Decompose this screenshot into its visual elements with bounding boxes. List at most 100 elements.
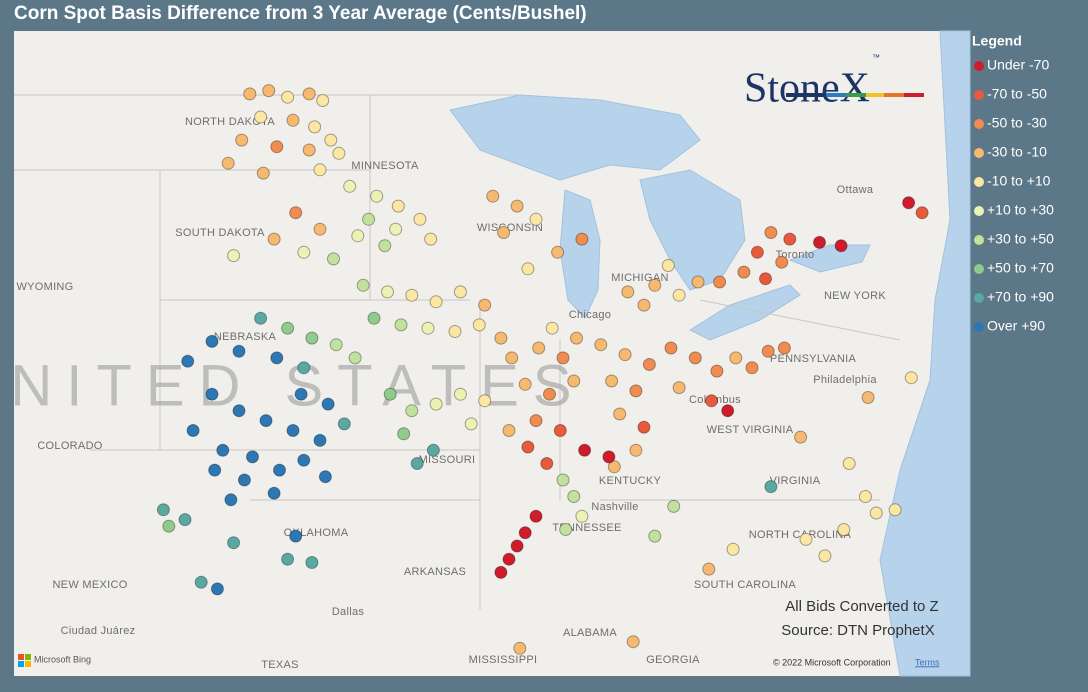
borders xyxy=(14,94,901,610)
bid-point xyxy=(575,232,589,246)
bid-point xyxy=(254,110,268,124)
bid-point xyxy=(661,259,675,272)
bid-point xyxy=(904,371,918,385)
bid-point xyxy=(424,232,438,246)
bid-point xyxy=(521,262,535,276)
legend-label: +30 to +50 xyxy=(987,231,1054,247)
bid-point xyxy=(297,361,311,375)
place-label: MISSOURI xyxy=(419,454,476,466)
bid-point xyxy=(518,526,532,540)
bid-point xyxy=(777,341,791,355)
bid-point xyxy=(505,351,519,365)
bid-point xyxy=(775,255,789,269)
place-label: Dallas xyxy=(332,606,365,618)
bid-point xyxy=(570,331,583,345)
bid-point xyxy=(556,351,570,365)
bid-point xyxy=(759,272,772,286)
bid-point xyxy=(702,562,716,576)
bid-point xyxy=(205,334,219,348)
bid-point xyxy=(194,575,208,589)
bid-point xyxy=(262,84,276,98)
bid-point xyxy=(613,407,627,421)
bid-point xyxy=(273,463,286,477)
bid-point xyxy=(626,635,640,649)
bid-point xyxy=(186,424,200,437)
bid-point xyxy=(837,523,851,536)
bid-point xyxy=(510,199,524,213)
bid-point xyxy=(356,278,370,292)
legend-swatch xyxy=(974,264,984,274)
bid-point xyxy=(259,414,273,428)
bid-point xyxy=(324,133,338,147)
terms-link[interactable]: Terms xyxy=(915,657,940,667)
legend-label: +10 to +30 xyxy=(987,202,1054,218)
bid-point xyxy=(478,394,492,408)
bid-point xyxy=(869,506,883,520)
bid-point xyxy=(410,457,424,470)
bid-point xyxy=(318,470,332,484)
bid-point xyxy=(367,311,381,325)
legend-swatch xyxy=(974,119,984,129)
bid-point xyxy=(383,387,397,401)
legend-label: +50 to +70 xyxy=(987,260,1054,276)
legend-swatch xyxy=(974,322,984,332)
bid-point xyxy=(915,206,929,220)
bid-point xyxy=(705,394,718,408)
bid-point xyxy=(518,377,532,391)
copyright: © 2022 Microsoft Corporation xyxy=(773,657,891,667)
bid-point xyxy=(502,552,516,566)
bid-point xyxy=(156,503,170,517)
bid-point xyxy=(332,146,346,160)
place-label: WISCONSIN xyxy=(477,222,543,234)
bid-point xyxy=(453,285,467,299)
bid-point xyxy=(556,473,570,487)
bid-point xyxy=(629,384,643,398)
bid-point xyxy=(327,252,340,266)
bid-point xyxy=(842,457,856,470)
bid-point xyxy=(289,529,303,543)
note: Source: DTN ProphetX xyxy=(781,622,934,639)
legend-label: Over +90 xyxy=(987,318,1045,334)
bid-point xyxy=(267,232,281,246)
bid-point xyxy=(664,341,678,355)
bid-point xyxy=(478,298,492,312)
bid-point xyxy=(351,229,365,243)
place-label: WEST VIRGINIA xyxy=(707,424,794,436)
place-label: MINNESOTA xyxy=(351,160,419,172)
bid-point xyxy=(205,387,219,401)
bid-point xyxy=(381,285,394,299)
legend-swatch xyxy=(974,293,984,303)
bid-point xyxy=(521,440,535,454)
bid-point xyxy=(637,420,651,434)
place-label: VIRGINIA xyxy=(770,475,821,487)
bid-point xyxy=(575,509,589,523)
country-label: UNITED STATES xyxy=(0,353,586,418)
legend-label: -30 to -10 xyxy=(987,144,1047,160)
bid-point xyxy=(737,265,751,279)
bid-point xyxy=(329,338,343,352)
bid-point xyxy=(421,321,435,335)
bid-point xyxy=(629,443,643,457)
bid-point xyxy=(391,199,405,213)
bid-point xyxy=(494,565,508,579)
bid-point xyxy=(602,450,616,464)
bid-point xyxy=(540,457,554,470)
bid-point xyxy=(348,351,362,365)
bid-point xyxy=(529,212,543,226)
bid-point xyxy=(426,443,440,457)
bid-point xyxy=(305,331,319,345)
provider: Microsoft Bing xyxy=(34,654,91,664)
bid-point xyxy=(764,226,778,239)
bid-point xyxy=(567,490,581,503)
bid-point xyxy=(721,404,735,418)
bid-point xyxy=(607,460,621,474)
legend-swatch xyxy=(974,235,984,245)
bid-point xyxy=(510,539,524,553)
bid-point xyxy=(289,206,303,220)
bid-point xyxy=(861,391,875,404)
place-label: TEXAS xyxy=(261,659,299,671)
legend-label: Under -70 xyxy=(987,57,1049,73)
bid-point xyxy=(246,450,259,464)
bid-point xyxy=(761,344,775,358)
